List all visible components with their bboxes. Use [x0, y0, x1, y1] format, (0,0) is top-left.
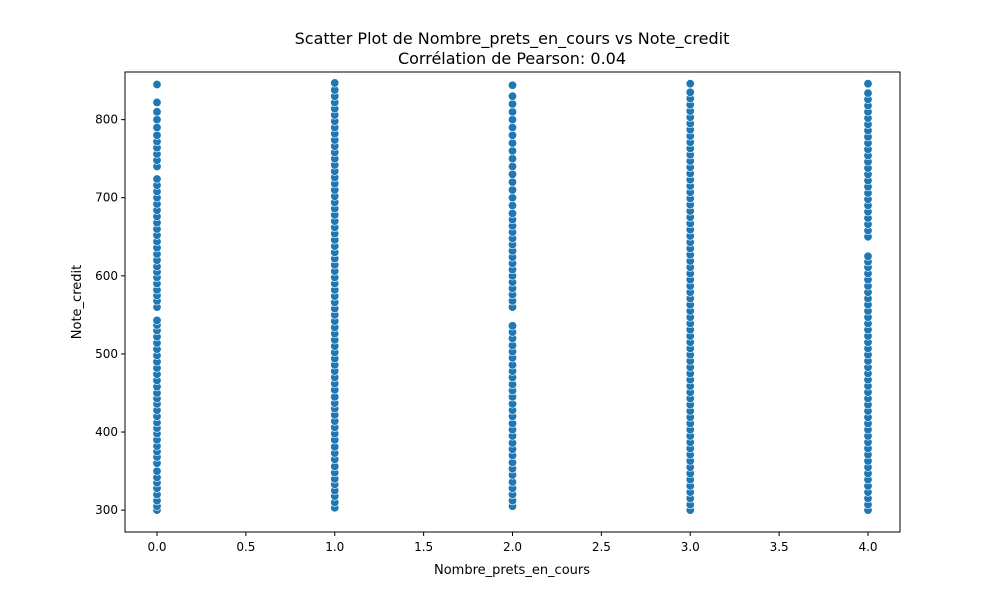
data-point	[508, 170, 516, 178]
data-point	[153, 123, 161, 131]
data-point	[153, 175, 161, 183]
data-points	[153, 79, 872, 515]
x-tick-label: 3.5	[770, 540, 789, 554]
chart-subtitle: Corrélation de Pearson: 0.04	[398, 49, 626, 68]
data-point	[864, 252, 872, 260]
data-point	[508, 108, 516, 116]
data-point	[508, 178, 516, 186]
data-point	[153, 131, 161, 139]
data-point	[508, 92, 516, 100]
y-tick-label: 700	[95, 191, 118, 205]
chart-title: Scatter Plot de Nombre_prets_en_cours vs…	[295, 29, 730, 49]
data-point	[508, 139, 516, 147]
data-point	[508, 81, 516, 89]
x-tick-label: 1.5	[414, 540, 433, 554]
x-tick-label: 3.0	[681, 540, 700, 554]
data-point	[153, 108, 161, 116]
x-tick-label: 4.0	[858, 540, 877, 554]
data-point	[153, 467, 161, 475]
x-axis-label: Nombre_prets_en_cours	[434, 563, 590, 578]
x-tick-label: 0.0	[147, 540, 166, 554]
x-tick-label: 1.0	[325, 540, 344, 554]
data-point	[508, 162, 516, 170]
x-tick-label: 2.5	[592, 540, 611, 554]
y-axis-ticks: 300 400 500 600 700 800	[95, 113, 125, 517]
data-point	[508, 131, 516, 139]
data-point	[864, 80, 872, 88]
data-point	[508, 147, 516, 155]
data-point	[508, 154, 516, 162]
x-tick-label: 2.0	[503, 540, 522, 554]
data-point	[153, 80, 161, 88]
y-tick-label: 400	[95, 425, 118, 439]
data-point	[153, 115, 161, 123]
y-tick-label: 500	[95, 347, 118, 361]
data-point	[686, 88, 694, 96]
x-axis-ticks: 0.0 0.5 1.0 1.5 2.0 2.5 3.0 3.5 4.0	[147, 532, 877, 554]
data-point	[508, 100, 516, 108]
data-point	[153, 98, 161, 106]
y-axis-label: Note_credit	[70, 265, 85, 339]
data-point	[508, 201, 516, 209]
data-point	[508, 115, 516, 123]
data-point	[331, 79, 339, 87]
data-point	[686, 80, 694, 88]
data-point	[508, 209, 516, 217]
data-point	[153, 316, 161, 324]
x-tick-label: 0.5	[236, 540, 255, 554]
data-point	[508, 186, 516, 194]
data-point	[508, 194, 516, 202]
y-tick-label: 600	[95, 269, 118, 283]
data-point	[508, 123, 516, 131]
data-point	[864, 89, 872, 97]
data-point	[508, 322, 516, 330]
y-tick-label: 800	[95, 113, 118, 127]
y-tick-label: 300	[95, 503, 118, 517]
